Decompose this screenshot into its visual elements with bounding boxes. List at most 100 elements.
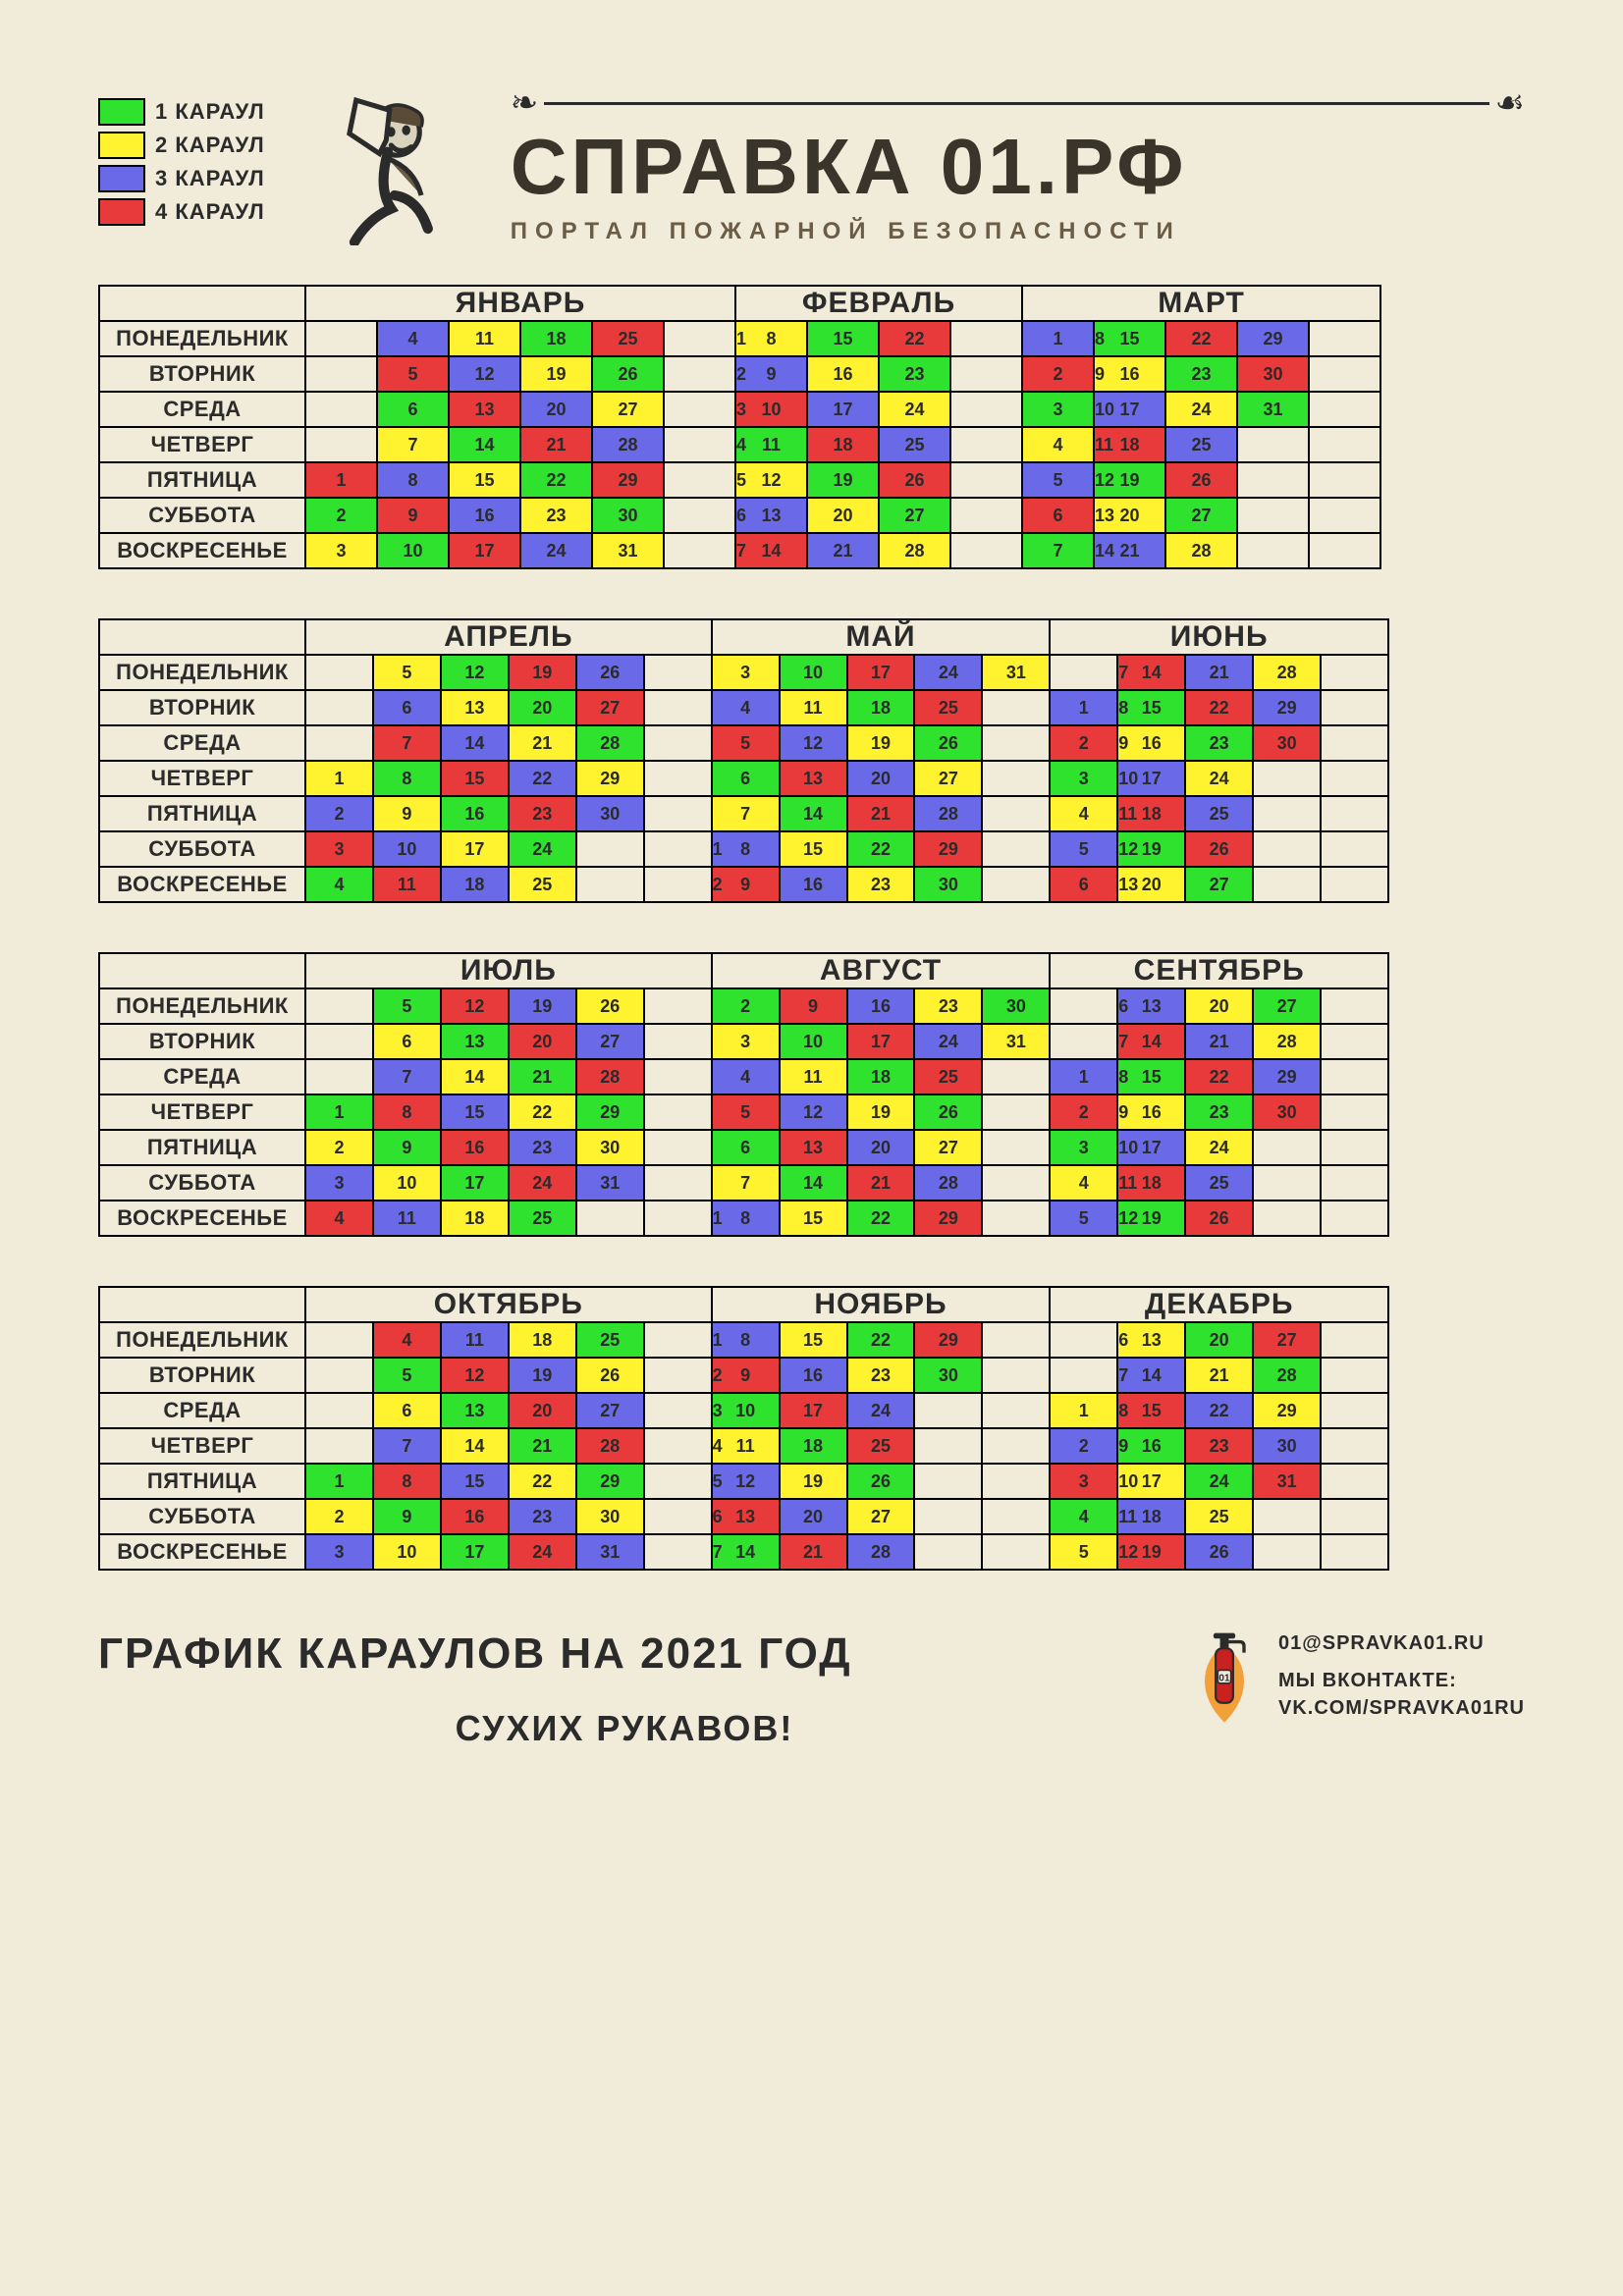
day-cell [1321, 1534, 1388, 1570]
day-cell [305, 1059, 373, 1095]
day-cell [644, 1165, 712, 1201]
weekday-label: ПОНЕДЕЛЬНИК [99, 321, 305, 356]
day-cell [1321, 1428, 1388, 1464]
day-cell [644, 1499, 712, 1534]
day-cell [1321, 988, 1388, 1024]
day-cell: 3 [1022, 392, 1094, 427]
day-cell [1253, 1165, 1321, 1201]
day-cell: 21 [1185, 1358, 1253, 1393]
day-cell: 9 [780, 988, 847, 1024]
day-cell: 25 [847, 1428, 915, 1464]
day-cell: 7 [373, 725, 441, 761]
day-cell [1237, 533, 1309, 568]
day-cell [1050, 1358, 1117, 1393]
day-cell [305, 1322, 373, 1358]
day-cell [644, 867, 712, 902]
day-cell: 4 [712, 690, 780, 725]
day-cell: 24 [520, 533, 592, 568]
day-cell [982, 867, 1050, 902]
legend-swatch [98, 198, 145, 226]
day-cell: 13 [441, 690, 509, 725]
day-cell: 16 [441, 796, 509, 831]
day-cell [644, 1534, 712, 1570]
day-cell: 4 [1050, 1165, 1117, 1201]
day-cell: 12 [441, 655, 509, 690]
day-cell: 21 [847, 1165, 915, 1201]
day-cell [1309, 356, 1380, 392]
month-header: ЯНВАРЬ [305, 286, 735, 321]
day-cell: 1 [1050, 1059, 1117, 1095]
day-cell: 15 [780, 1322, 847, 1358]
day-cell: 26 [576, 1358, 644, 1393]
day-cell [982, 1534, 1050, 1570]
month-header: ИЮНЬ [1050, 619, 1388, 655]
day-cell [664, 533, 735, 568]
day-cell: 5 [373, 988, 441, 1024]
day-cell: 2 [305, 498, 377, 533]
weekday-label: ВТОРНИК [99, 1358, 305, 1393]
day-cell: 28 [1253, 655, 1321, 690]
day-cell: 1 [305, 462, 377, 498]
day-cell: 24 [879, 392, 950, 427]
day-cell [982, 1464, 1050, 1499]
day-cell: 19 [509, 655, 576, 690]
day-cell [950, 427, 1022, 462]
day-cell: 29 [576, 1095, 644, 1130]
day-cell: 3 [1050, 1464, 1117, 1499]
day-cell [305, 392, 377, 427]
day-cell: 17 [441, 1534, 509, 1570]
day-cell [1321, 831, 1388, 867]
day-cell: 23 [520, 498, 592, 533]
day-cell: 17 [441, 1165, 509, 1201]
day-cell [644, 1130, 712, 1165]
day-cell: 21 [509, 1059, 576, 1095]
day-cell: 1 [305, 761, 373, 796]
day-cell: 2 [305, 1130, 373, 1165]
day-cell [982, 725, 1050, 761]
day-cell [1309, 533, 1380, 568]
day-cell: 27 [1185, 867, 1253, 902]
day-cell [950, 321, 1022, 356]
day-cell: 27 [576, 1024, 644, 1059]
day-cell: 29 [914, 1201, 982, 1236]
day-cell: 18 [847, 690, 915, 725]
day-cell: 18 [847, 1059, 915, 1095]
day-cell [576, 1201, 644, 1236]
day-cell: 6 [1022, 498, 1094, 533]
day-cell [1253, 1130, 1321, 1165]
day-cell: 22 [509, 761, 576, 796]
day-cell [664, 462, 735, 498]
day-cell: 13 [780, 1130, 847, 1165]
day-cell [305, 1393, 373, 1428]
brand-subtitle: Портал пожарной безопасности [511, 218, 1525, 245]
day-cell: 11 [373, 867, 441, 902]
month-header: СЕНТЯБРЬ [1050, 953, 1388, 988]
day-cell [644, 1428, 712, 1464]
day-cell: 9 [377, 498, 449, 533]
day-cell: 2 [305, 1499, 373, 1534]
weekday-label: ПОНЕДЕЛЬНИК [99, 988, 305, 1024]
day-cell: 26 [1185, 831, 1253, 867]
day-cell: 22 [1185, 1059, 1253, 1095]
legend-row: 2 караул [98, 132, 265, 159]
day-cell: 3 [305, 1534, 373, 1570]
day-cell [305, 427, 377, 462]
day-cell: 16 [441, 1130, 509, 1165]
day-cell: 4 [305, 1201, 373, 1236]
weekday-label: ЧЕТВЕРГ [99, 1428, 305, 1464]
day-cell: 21 [520, 427, 592, 462]
day-cell [1253, 1201, 1321, 1236]
day-cell [982, 1499, 1050, 1534]
day-cell [305, 356, 377, 392]
day-cell: 13 [441, 1024, 509, 1059]
day-cell: 16 [807, 356, 879, 392]
legend-label: 4 караул [155, 199, 265, 225]
header-blank [99, 1287, 305, 1322]
day-cell: 9 [373, 1499, 441, 1534]
weekday-label: СРЕДА [99, 392, 305, 427]
day-cell: 10 [780, 1024, 847, 1059]
day-cell [950, 533, 1022, 568]
day-cell [644, 1358, 712, 1393]
day-cell [644, 1393, 712, 1428]
day-cell [1050, 1322, 1117, 1358]
